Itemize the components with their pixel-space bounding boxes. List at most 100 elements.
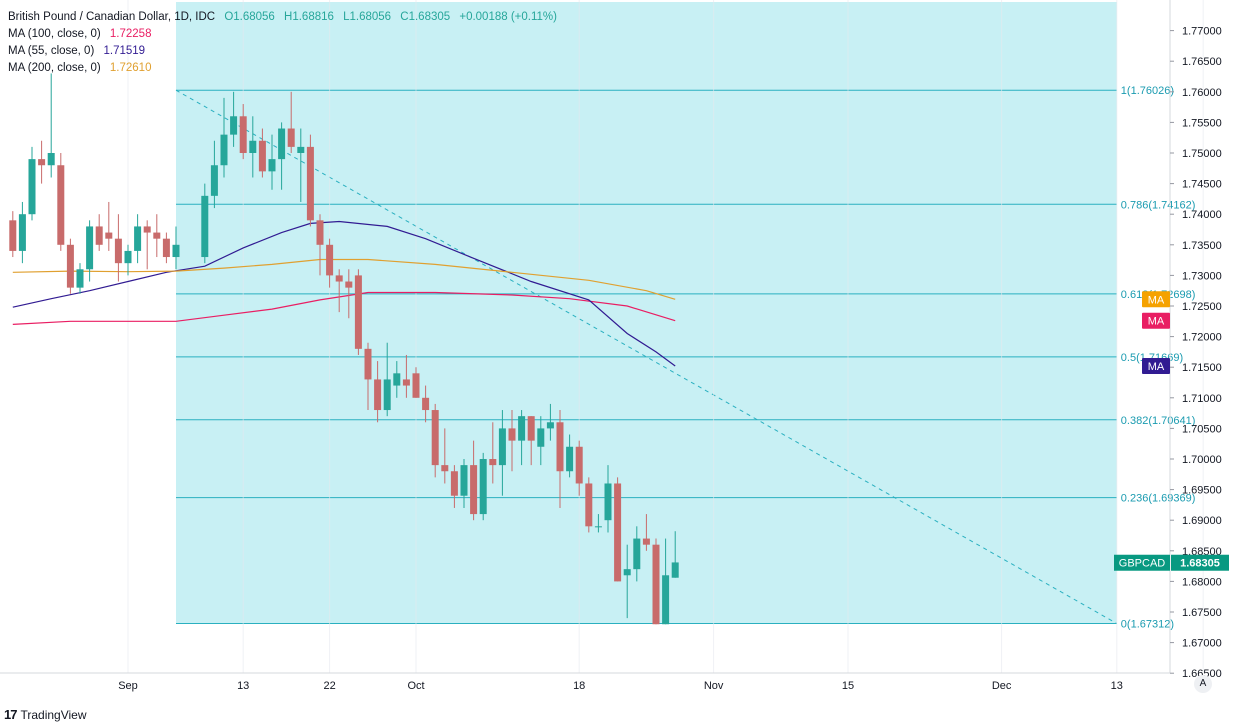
candle-body bbox=[316, 220, 324, 245]
price-tick-label: 1.71000 bbox=[1182, 393, 1222, 405]
candle-body bbox=[38, 159, 46, 166]
candle-body bbox=[66, 244, 74, 288]
candle-up bbox=[537, 416, 545, 466]
candle-up bbox=[297, 128, 305, 202]
candle-up bbox=[594, 514, 602, 533]
candle-body bbox=[556, 422, 564, 472]
candle-up bbox=[220, 97, 228, 178]
candle-up bbox=[393, 361, 401, 398]
candle-down bbox=[402, 354, 410, 398]
candle-down bbox=[38, 140, 46, 184]
candle-down bbox=[614, 477, 622, 582]
candle-down bbox=[95, 214, 103, 251]
candle-body bbox=[527, 416, 535, 441]
tradingview-brand[interactable]: 17 TradingView bbox=[4, 707, 87, 722]
candle-body bbox=[383, 379, 391, 411]
fib-level-label: 1(1.76026) bbox=[1121, 85, 1174, 97]
ma100-value: 1.72258 bbox=[109, 28, 152, 40]
candle-down bbox=[326, 238, 334, 288]
ma200-label: MA (200, close, 0) bbox=[8, 62, 101, 74]
candle-body bbox=[335, 275, 343, 282]
symbol-badge-text: GBPCAD bbox=[1119, 558, 1166, 570]
price-tick-label: 1.76500 bbox=[1182, 56, 1222, 68]
legend-ma100[interactable]: MA (100, close, 0) 1.72258 bbox=[8, 26, 557, 43]
candle-up bbox=[28, 146, 36, 221]
candle-up bbox=[210, 140, 218, 209]
time-tick-label: 22 bbox=[323, 680, 335, 692]
time-tick-label: 18 bbox=[573, 680, 585, 692]
candle-up bbox=[566, 434, 574, 478]
candle-body bbox=[374, 379, 382, 411]
ohlc-high: H1.68816 bbox=[284, 11, 334, 23]
candle-body bbox=[393, 373, 401, 386]
candle-up bbox=[662, 538, 670, 625]
candle-up bbox=[383, 342, 391, 417]
candle-down bbox=[153, 214, 161, 258]
candle-up bbox=[278, 122, 286, 190]
chart-legend: British Pound / Canadian Dollar, 1D, IDC… bbox=[8, 9, 557, 77]
price-tick-label: 1.68000 bbox=[1182, 576, 1222, 588]
price-tick-label: 1.66500 bbox=[1182, 668, 1222, 680]
ma-price-badge bbox=[1142, 312, 1170, 329]
price-tick-label: 1.72500 bbox=[1182, 301, 1222, 313]
tradingview-logo-icon: 17 bbox=[4, 707, 18, 722]
candle-up bbox=[86, 220, 94, 282]
price-tick-label: 1.76000 bbox=[1182, 87, 1222, 99]
candle-up bbox=[249, 116, 257, 178]
price-tick-label: 1.67500 bbox=[1182, 607, 1222, 619]
ma-price-badge bbox=[1142, 291, 1170, 308]
candle-body bbox=[230, 116, 238, 135]
candle-body bbox=[575, 446, 583, 484]
price-tick-label: 1.73500 bbox=[1182, 240, 1222, 252]
candle-body bbox=[287, 128, 295, 147]
last-price-badge bbox=[1171, 554, 1229, 571]
candle-body bbox=[210, 165, 218, 196]
candle-down bbox=[335, 269, 343, 313]
legend-ma55[interactable]: MA (55, close, 0) 1.71519 bbox=[8, 43, 557, 60]
candle-body bbox=[450, 471, 458, 496]
candle-body bbox=[239, 116, 247, 153]
ma200-value: 1.72610 bbox=[109, 62, 152, 74]
candle-body bbox=[498, 428, 506, 466]
candle-up bbox=[498, 410, 506, 496]
ohlc-close: C1.68305 bbox=[400, 11, 451, 23]
last-price-text: 1.68305 bbox=[1180, 558, 1220, 570]
candle-down bbox=[105, 201, 113, 251]
candle-up bbox=[172, 226, 180, 270]
candle-down bbox=[239, 104, 247, 160]
candle-body bbox=[537, 428, 545, 447]
candle-down bbox=[66, 238, 74, 294]
fibonacci-retracement[interactable]: 1(1.76026)0.786(1.74162)0.618(1.72698)0.… bbox=[175, 2, 1196, 631]
fib-level-label: 0.236(1.69369) bbox=[1121, 493, 1196, 505]
candle-down bbox=[374, 361, 382, 423]
ma55-label: MA (55, close, 0) bbox=[8, 45, 95, 57]
candle-body bbox=[268, 159, 276, 172]
time-tick-label: 15 bbox=[842, 680, 854, 692]
candle-down bbox=[354, 269, 362, 355]
auto-scale-button[interactable]: A bbox=[1194, 675, 1212, 693]
time-tick-label: Sep bbox=[118, 680, 138, 692]
legend-ma200[interactable]: MA (200, close, 0) 1.72610 bbox=[8, 60, 557, 77]
candle-up bbox=[546, 403, 554, 441]
candle-up bbox=[671, 531, 679, 578]
candle-up bbox=[268, 134, 276, 190]
candle-up bbox=[134, 214, 142, 264]
candle-up bbox=[633, 526, 641, 582]
ma100-label: MA (100, close, 0) bbox=[8, 28, 101, 40]
candle-body bbox=[57, 165, 65, 245]
candle-body bbox=[364, 348, 372, 380]
candle-body bbox=[671, 562, 679, 578]
candle-down bbox=[441, 428, 449, 484]
candle-down bbox=[162, 232, 170, 264]
candle-body bbox=[297, 146, 305, 153]
candlestick-series bbox=[9, 73, 679, 625]
candle-body bbox=[258, 140, 266, 172]
ma-price-badge-text: MA bbox=[1148, 361, 1165, 373]
candle-body bbox=[18, 214, 26, 251]
time-tick-label: Dec bbox=[992, 680, 1012, 692]
candle-down bbox=[652, 538, 660, 625]
price-tick-label: 1.72000 bbox=[1182, 332, 1222, 344]
candle-up bbox=[479, 452, 487, 521]
candle-up bbox=[604, 465, 612, 533]
